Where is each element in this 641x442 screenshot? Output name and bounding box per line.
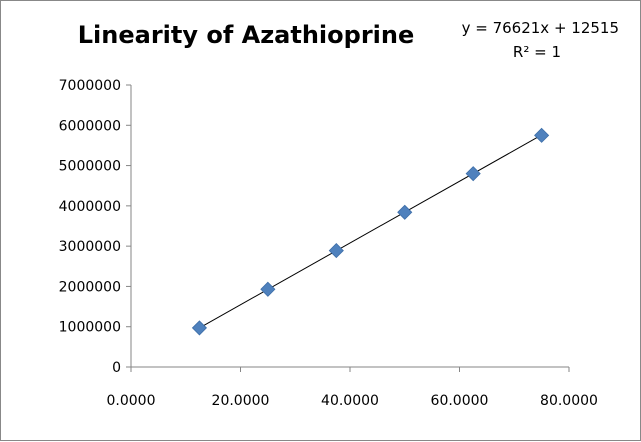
y-tick-label: 0 — [112, 360, 121, 376]
x-tick-label: 80.0000 — [540, 393, 598, 409]
trendline-equation: y = 76621x + 12515 — [461, 19, 619, 37]
data-point — [534, 127, 550, 143]
y-tick-label: 2000000 — [59, 279, 121, 295]
x-tick-label: 20.0000 — [212, 393, 270, 409]
y-tick-label: 3000000 — [59, 239, 121, 255]
data-point — [397, 204, 413, 220]
data-point — [260, 281, 276, 297]
chart-title: Linearity of Azathioprine — [77, 21, 415, 49]
data-point — [191, 320, 208, 336]
x-tick-label: 60.0000 — [431, 393, 489, 409]
y-tick-label: 6000000 — [59, 118, 121, 134]
y-tick-label: 5000000 — [59, 159, 121, 175]
x-tick-label: 40.0000 — [321, 393, 379, 409]
data-point — [465, 166, 481, 182]
y-tick-label: 7000000 — [59, 78, 121, 94]
data-point — [328, 243, 344, 259]
y-tick-label: 4000000 — [59, 199, 121, 215]
r-squared-label: R² = 1 — [512, 43, 561, 61]
trendline — [199, 134, 542, 329]
x-tick-label: 0.0000 — [107, 393, 156, 409]
y-tick-label: 1000000 — [59, 320, 121, 336]
